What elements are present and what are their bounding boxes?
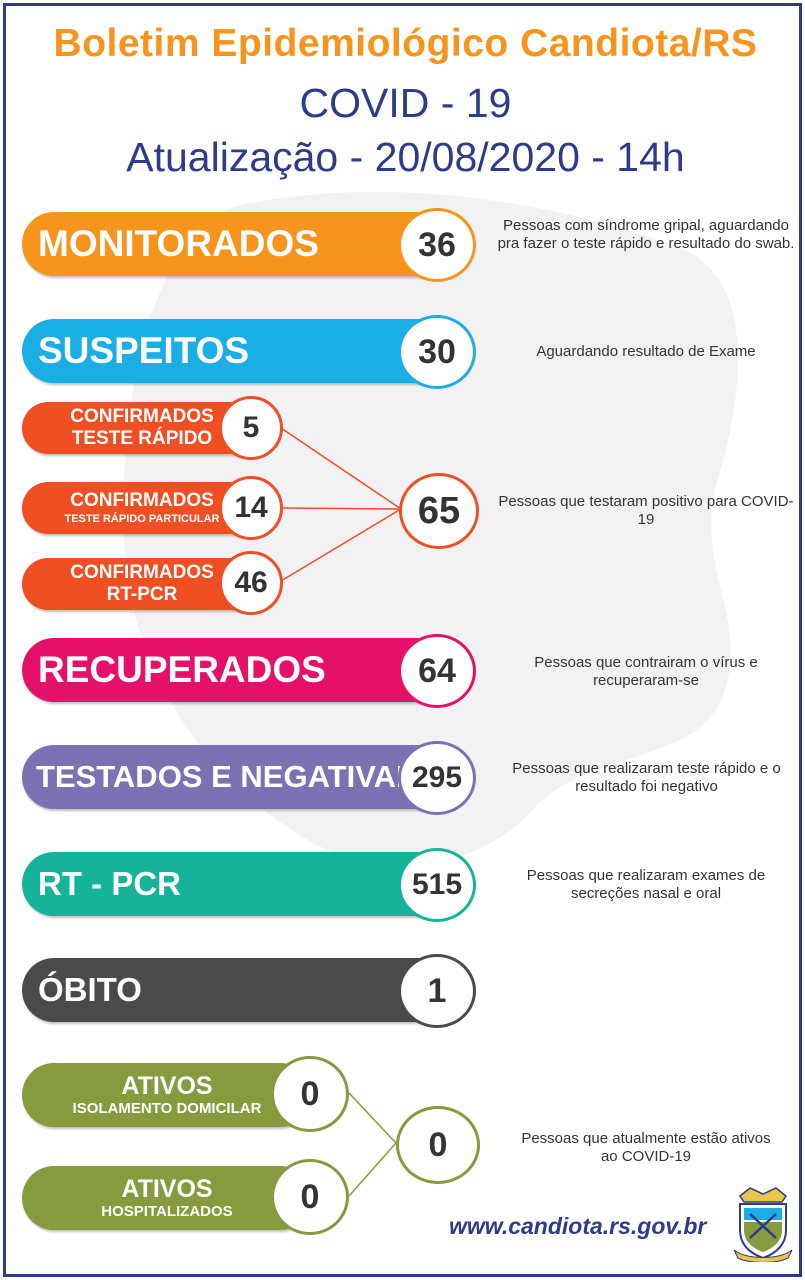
suspeitos-value: 30 [398, 315, 476, 389]
ativos-isolamento-line1: ATIVOS [121, 1072, 213, 1100]
negativados-bar: TESTADOS E NEGATIVADOS [22, 745, 472, 809]
monitorados-label: MONITORADOS [38, 223, 319, 264]
ativos-isolamento-line2: ISOLAMENTO DOMICILAR [72, 1100, 262, 1117]
confirmados-rapido-line1: CONFIRMADOS [70, 406, 214, 427]
ativos-hospital-bar: ATIVOS HOSPITALIZADOS [22, 1166, 312, 1230]
connector-lines [280, 427, 402, 1197]
ativos-total-desc: Pessoas que atualmente estão ativos ao C… [521, 1130, 771, 1165]
rtpcr-label: RT - PCR [38, 865, 181, 902]
monitorados-bar: MONITORADOS [22, 212, 472, 276]
suspeitos-desc: Aguardando resultado de Exame [536, 343, 756, 360]
ativos-hospital-line2: HOSPITALIZADOS [101, 1203, 233, 1220]
suspeitos-label: SUSPEITOS [38, 330, 250, 371]
confirmados-rtpcr-value: 46 [219, 551, 283, 615]
bulletin-frame: Boletim Epidemiológico Candiota/RS COVID… [3, 3, 802, 1277]
ativos-isolamento-bar: ATIVOS ISOLAMENTO DOMICILAR [22, 1063, 312, 1127]
ativos-isolamento-value: 0 [271, 1056, 349, 1132]
confirmados-rapido-value: 5 [219, 396, 283, 460]
negativados-desc: Pessoas que realizaram teste rápido e o … [512, 760, 781, 795]
recuperados-label: RECUPERADOS [38, 649, 326, 690]
recuperados-bar: RECUPERADOS [22, 638, 472, 702]
recuperados-desc: Pessoas que contrairam o vírus e recuper… [534, 654, 758, 689]
confirmados-rapido-line2: TESTE RÁPIDO [71, 428, 213, 449]
municipal-crest-icon [733, 1187, 793, 1262]
obito-bar: ÓBITO [22, 958, 472, 1022]
negativados-label: TESTADOS E NEGATIVADOS [36, 759, 464, 794]
confirmados-rtpcr-line2: RT-PCR [106, 584, 178, 605]
ativos-hospital-line1: ATIVOS [121, 1175, 213, 1203]
rtpcr-desc: Pessoas que realizaram exames de secreçõ… [526, 867, 766, 902]
bulletin-subtitle: COVID - 19 [299, 80, 512, 126]
bulletin-title: Boletim Epidemiológico Candiota/RS [53, 22, 758, 65]
confirmados-total-desc: Pessoas que testaram positivo para COVID… [498, 493, 794, 528]
rtpcr-bar: RT - PCR [22, 852, 472, 916]
rtpcr-value: 515 [398, 848, 476, 922]
confirmados-particular-line1: CONFIRMADOS [70, 490, 214, 511]
confirmados-particular-line2: TESTE RÁPIDO PARTICULAR [64, 513, 220, 525]
negativados-value: 295 [398, 741, 476, 815]
monitorados-desc: Pessoas com síndrome gripal, aguardando … [497, 217, 795, 252]
monitorados-value: 36 [398, 208, 476, 282]
obito-value: 1 [398, 954, 476, 1028]
website-link[interactable]: www.candiota.rs.gov.br [449, 1213, 707, 1239]
confirmados-total-value: 65 [399, 473, 479, 549]
confirmados-rtpcr-line1: CONFIRMADOS [70, 562, 214, 583]
ativos-total-value: 0 [396, 1106, 480, 1184]
ativos-hospital-value: 0 [271, 1159, 349, 1235]
suspeitos-bar: SUSPEITOS [22, 319, 472, 383]
recuperados-value: 64 [398, 634, 476, 708]
obito-label: ÓBITO [38, 971, 142, 1008]
update-date: Atualização - 20/08/2020 - 14h [126, 134, 685, 180]
confirmados-particular-value: 14 [219, 476, 283, 540]
